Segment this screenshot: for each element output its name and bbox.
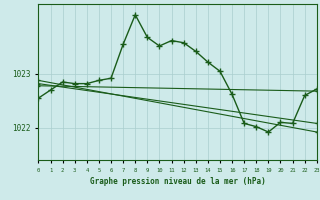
X-axis label: Graphe pression niveau de la mer (hPa): Graphe pression niveau de la mer (hPa) — [90, 177, 266, 186]
